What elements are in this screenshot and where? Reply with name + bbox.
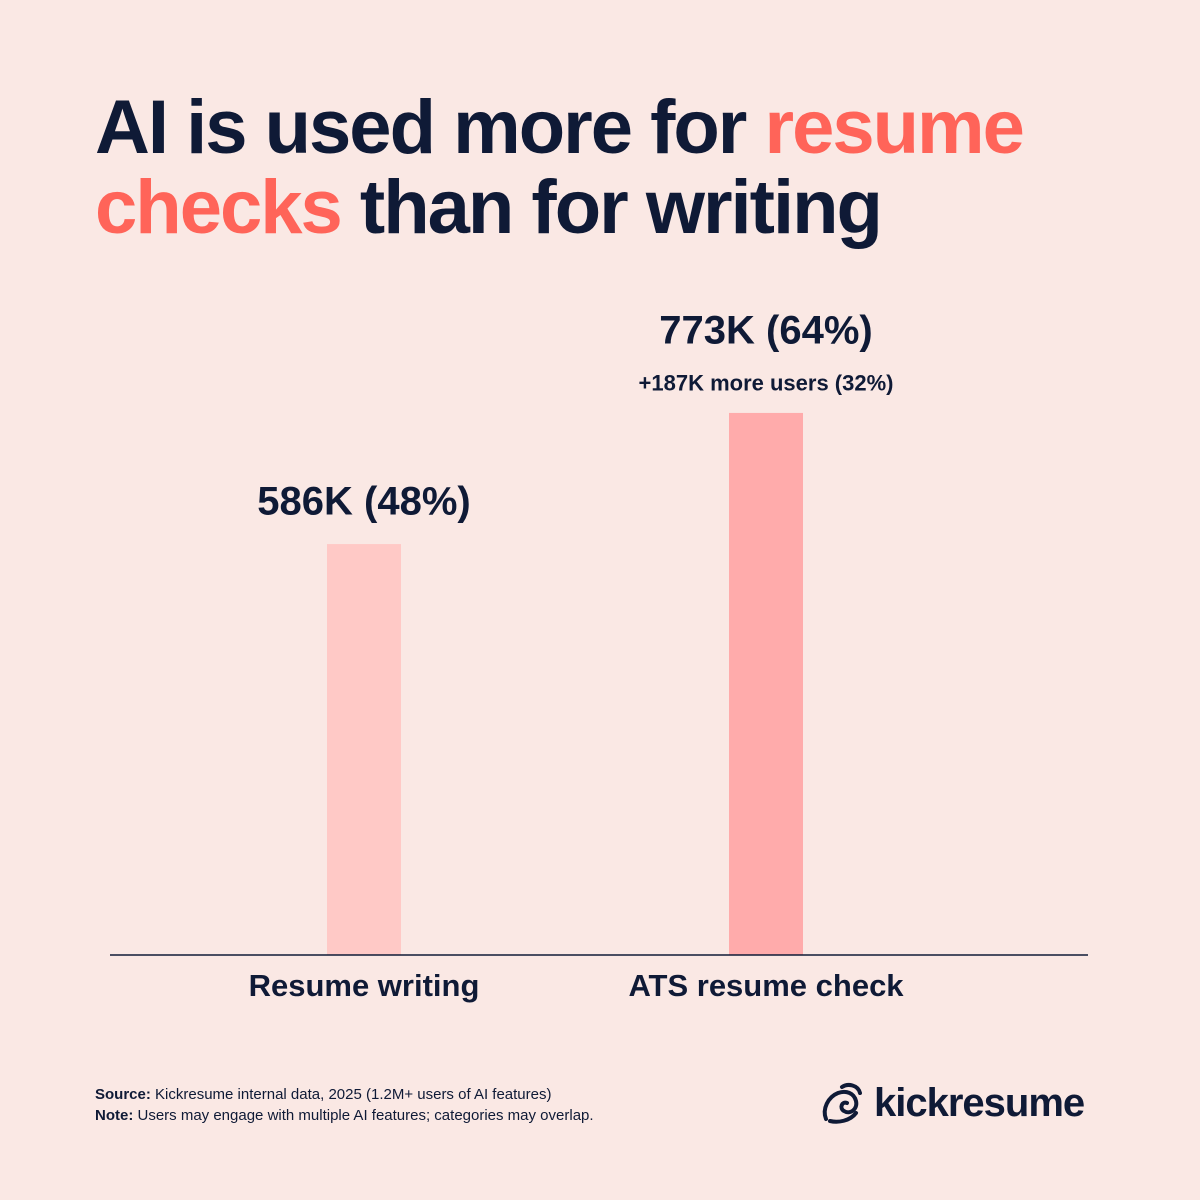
title-highlight: resume checks: [95, 85, 1025, 250]
value-label: 773K (64%): [659, 308, 872, 352]
value-label: 586K (48%): [257, 480, 470, 524]
note-text: Users may engage with multiple AI featur…: [137, 1107, 594, 1124]
chart-title: AI is used more for resume checks than f…: [95, 88, 1135, 248]
source-label: Source:: [95, 1086, 151, 1103]
note-label: Note:: [95, 1107, 134, 1124]
annotation: +187K more users (32%): [639, 371, 894, 396]
bar: [327, 544, 401, 955]
note: Note: Users may engage with multiple AI …: [95, 1105, 594, 1126]
brand-name: kickresume: [874, 1080, 1085, 1125]
x-tick-label: ATS resume check: [628, 968, 904, 1003]
title-part: than for writing: [359, 165, 883, 250]
brand: kickresume: [820, 1078, 1085, 1128]
footer: Source: Kickresume internal data, 2025 (…: [95, 1084, 594, 1126]
title-part: AI is used more for: [95, 85, 747, 170]
bar: [729, 412, 803, 956]
source: Source: Kickresume internal data, 2025 (…: [95, 1084, 594, 1105]
brand-icon: [822, 1083, 862, 1124]
x-tick-label: Resume writing: [249, 968, 480, 1003]
source-text: Kickresume internal data, 2025 (1.2M+ us…: [155, 1086, 552, 1103]
